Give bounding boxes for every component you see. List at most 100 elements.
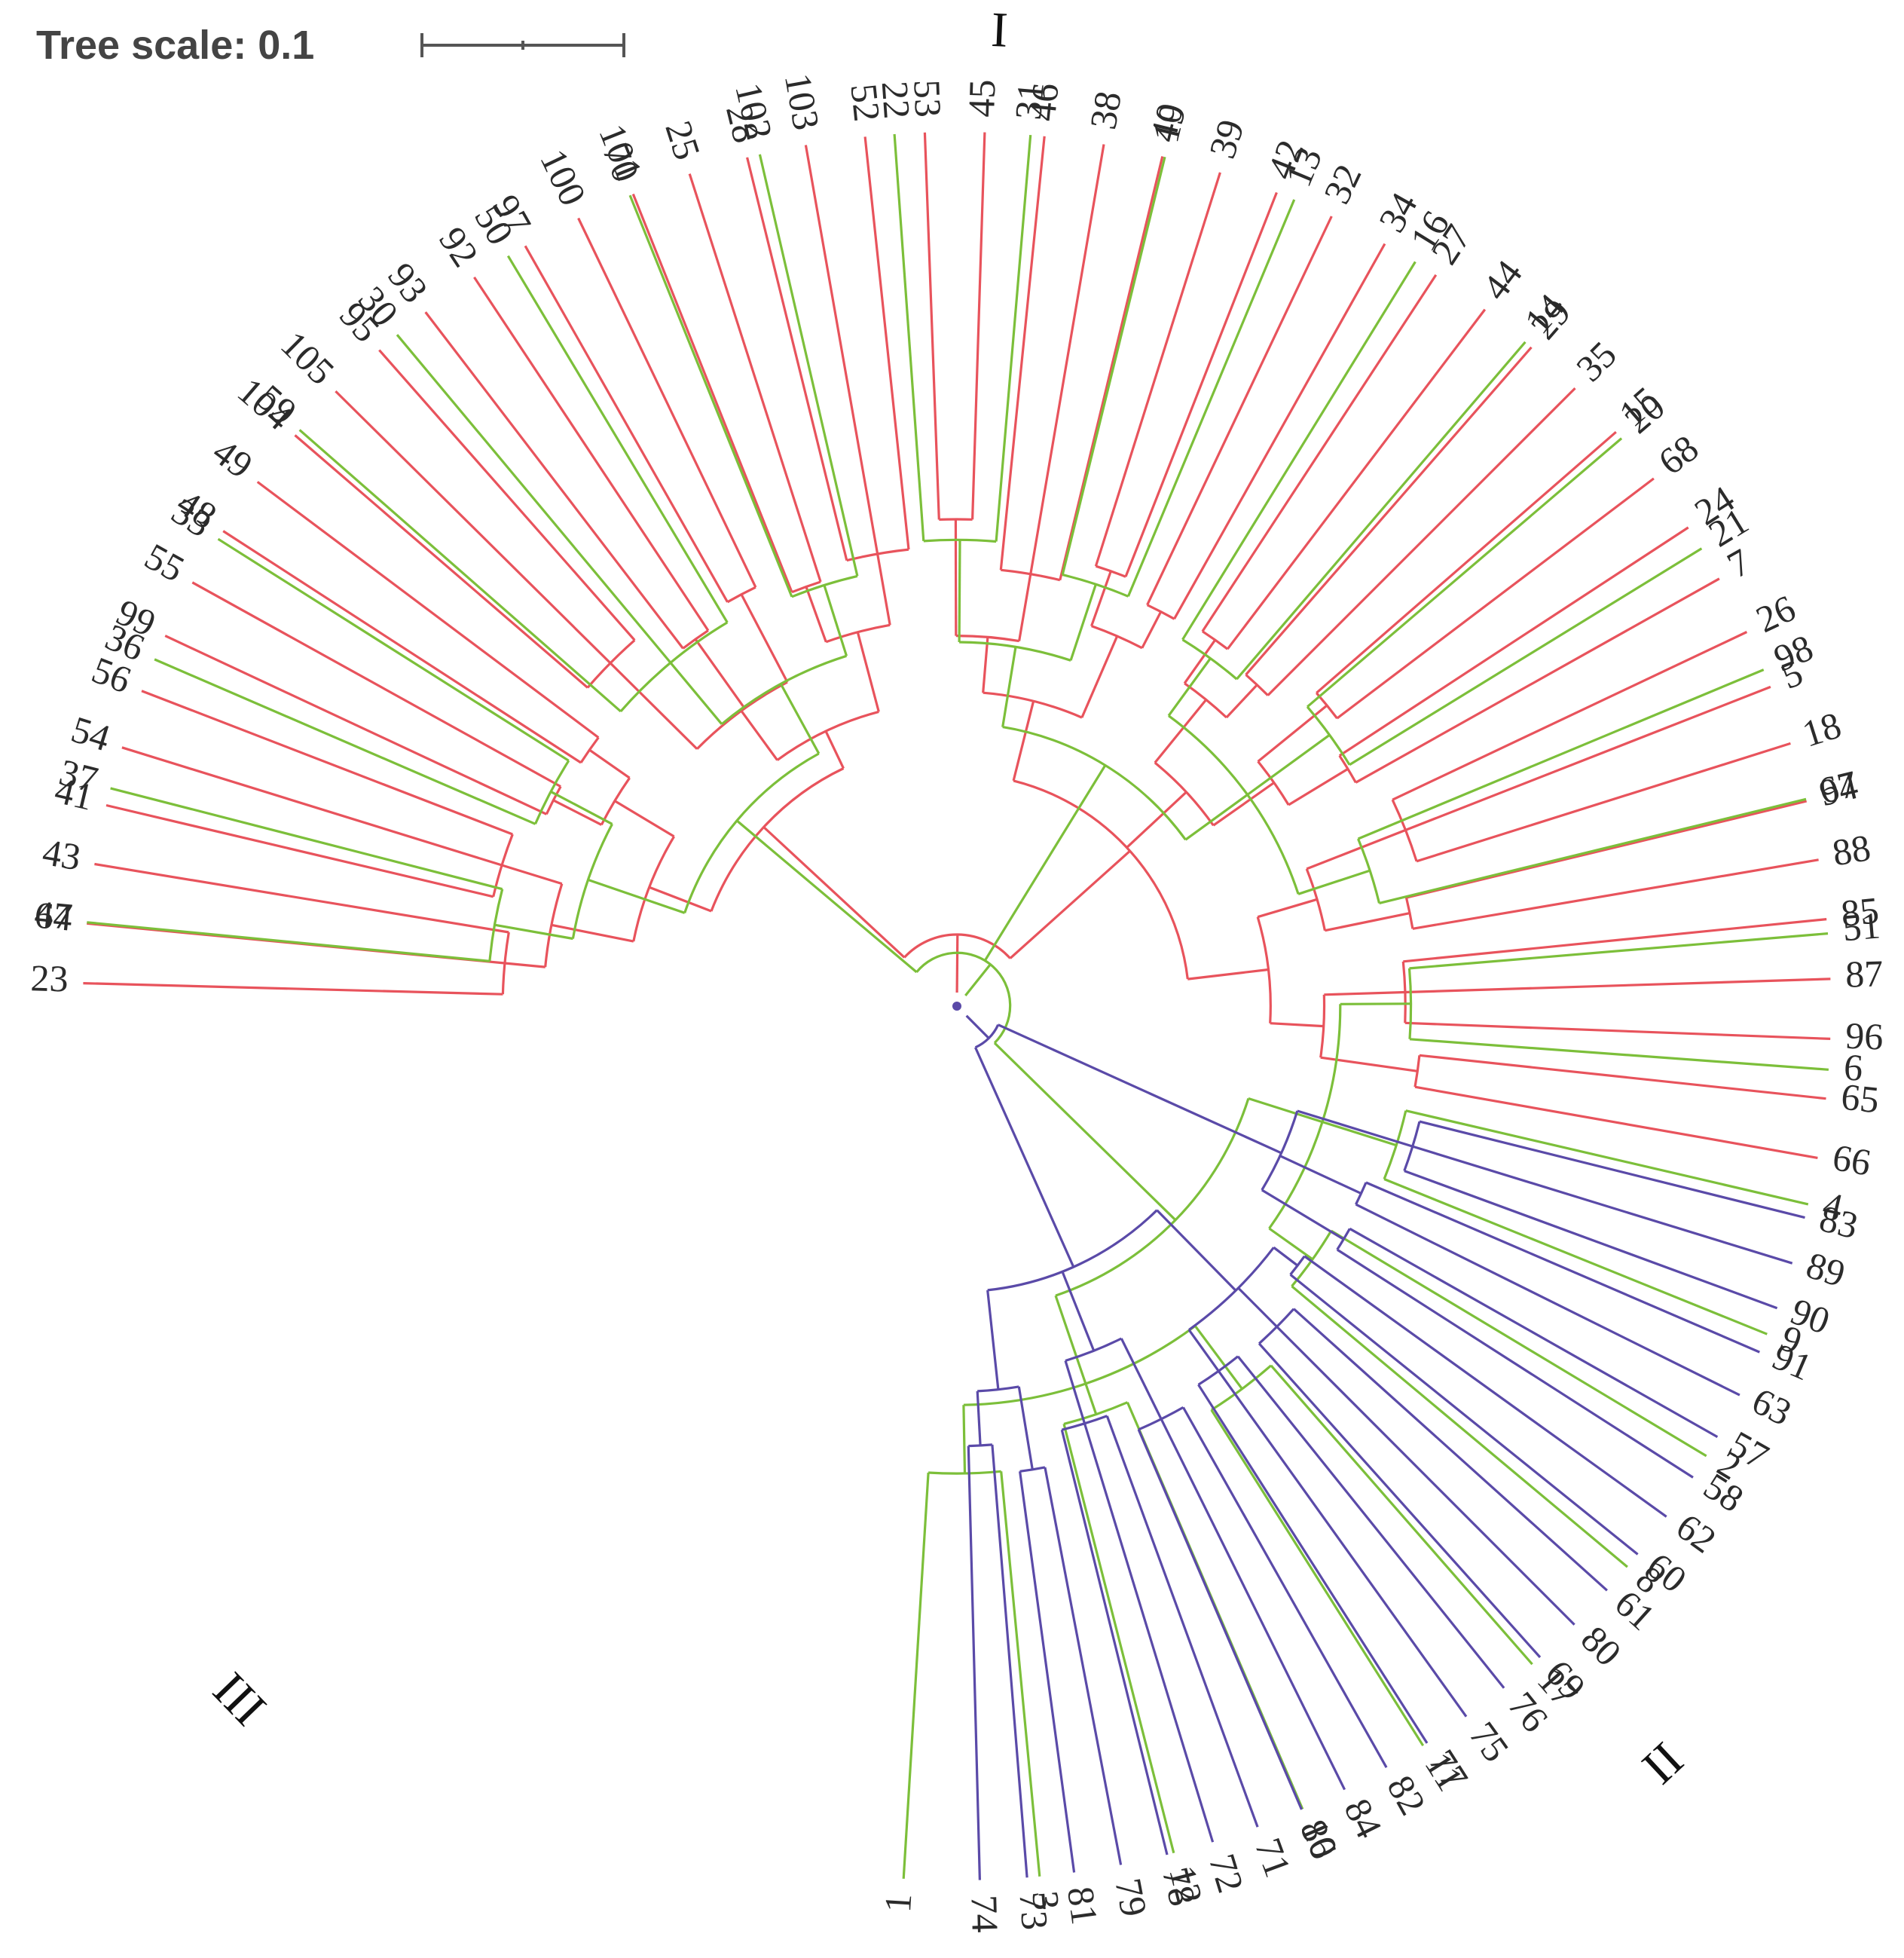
leaf-branch: [378, 349, 636, 641]
leaf-branch: [1404, 1170, 1778, 1310]
leaf-branch: [1412, 1145, 1793, 1265]
clade-0-internal-branch: [824, 730, 845, 769]
clade-0-internal-branch: [551, 923, 634, 943]
leaf-label: 91: [1767, 1335, 1818, 1388]
clade-0-internal-arc: [1305, 868, 1326, 932]
clade-0-internal-branch: [856, 632, 880, 712]
clade-1-internal-branch: [983, 764, 1107, 962]
leaf-branch: [1365, 1181, 1760, 1354]
clade-0-internal-branch: [740, 593, 789, 683]
clade-2-internal-branch: [1261, 1189, 1345, 1241]
clade-1-internal-arc: [683, 752, 820, 913]
leaf-branch: [1236, 1355, 1505, 1689]
leaf-branch: [1137, 1429, 1303, 1810]
leaf-label: 63: [1746, 1379, 1799, 1433]
clade-0-internal-branch: [588, 748, 631, 779]
clade-2-internal-arc: [1188, 1247, 1275, 1331]
clade-1-internal-branch: [779, 683, 821, 754]
leaf-branch: [110, 787, 503, 891]
leaf-label: 78: [1154, 1863, 1204, 1910]
clade-0-internal-arc: [903, 933, 1011, 959]
leaf-branch: [967, 1446, 981, 1880]
clade-1-internal-branch: [587, 878, 686, 914]
leaf-branch: [87, 921, 491, 962]
clade-1-internal-arc: [928, 1470, 1001, 1475]
clade-2-internal-branch: [1064, 1360, 1086, 1424]
leaf-label: 66: [1829, 1136, 1874, 1184]
leaf-label: 39: [1200, 115, 1252, 164]
leaf-branch: [1160, 1418, 1346, 1791]
leaf-branch: [1083, 1423, 1215, 1843]
clade-1-internal-branch: [962, 1405, 967, 1474]
leaf-branch: [1355, 1203, 1740, 1397]
leaf-label: 44: [1474, 252, 1530, 308]
clade-2-internal-arc: [1355, 1182, 1368, 1205]
clade-0-internal-branch: [694, 638, 746, 709]
clade-1-internal-branch: [669, 662, 723, 725]
leaf-label: 89: [1802, 1244, 1850, 1295]
clade-0-internal-arc: [983, 691, 1083, 719]
clade-0-internal-arc: [1256, 916, 1272, 1023]
clade-label-2: II: [1632, 1732, 1694, 1794]
clade-0-internal-branch: [1090, 571, 1112, 627]
leaf-branch: [473, 277, 710, 632]
leaf-branch: [1405, 1109, 1809, 1206]
clade-1-internal-branch: [1167, 657, 1212, 717]
leaf-branch: [1029, 144, 1105, 574]
clade-1-internal-arc: [571, 823, 613, 939]
leaf-branch: [191, 581, 561, 788]
leaf-branch: [991, 1444, 1028, 1878]
leaf-label: 96: [1844, 1014, 1884, 1058]
leaf-branch: [121, 746, 503, 867]
clade-0-internal-arc: [586, 639, 636, 689]
clade-0-internal-arc: [1091, 625, 1143, 650]
clade-1-internal-branch: [1069, 583, 1097, 661]
clade-0-internal-arc: [1154, 761, 1215, 827]
clade-0-internal-arc: [1184, 682, 1227, 719]
leaf-branch: [1267, 387, 1576, 696]
leaf-branch: [1217, 1370, 1468, 1718]
clade-2-internal-branch: [1237, 1286, 1278, 1328]
clade-1-internal-arc: [1002, 726, 1187, 841]
clade-1-internal-arc: [1181, 638, 1238, 681]
clade-0-internal-arc: [501, 932, 510, 995]
clade-1-internal-branch: [494, 923, 573, 941]
clade-0-internal-branch: [1018, 574, 1032, 641]
leaf-label: 19: [1144, 99, 1193, 146]
clade-1-stem: [964, 964, 992, 996]
leaf-label: 64: [32, 893, 74, 938]
clade-1-internal-arc: [488, 889, 504, 962]
clade-0-internal-arc: [1146, 604, 1175, 620]
leaf-branch: [1197, 1384, 1429, 1744]
leaf-branch: [1355, 577, 1720, 784]
clade-1-internal-arc: [1063, 1401, 1129, 1425]
leaf-branch: [902, 1472, 930, 1879]
clade-0-internal-arc: [776, 710, 879, 761]
clade-0-internal-branch: [1141, 610, 1163, 649]
leaf-label: 86: [1292, 1813, 1346, 1865]
clade-0-internal-branch: [1080, 635, 1119, 718]
clade-0-internal-arc: [492, 834, 514, 898]
leaf-branch: [1094, 172, 1221, 567]
clade-0-internal-arc: [1401, 961, 1407, 1023]
leaf-label: 45: [960, 79, 1004, 118]
leaf-branch: [971, 132, 986, 520]
clade-0-internal-branch: [1257, 704, 1328, 763]
clade-2-stem: [965, 1014, 990, 1039]
clade-0-internal-branch: [501, 864, 563, 886]
leaf-label: 55: [138, 535, 191, 590]
leaf-branch: [1336, 477, 1655, 720]
clade-1-internal-arc: [915, 951, 1012, 1045]
tree-root: [952, 1002, 961, 1011]
clade-0-internal-branch: [1306, 828, 1407, 870]
leaf-label: 51: [1841, 904, 1881, 949]
clade-0-internal-arc: [1095, 564, 1126, 578]
leaf-branch: [506, 255, 729, 623]
clade-2-internal-arc: [1261, 1110, 1299, 1191]
leaf-branch: [688, 173, 822, 583]
clade-1-internal-arc: [1306, 705, 1351, 766]
leaf-branch: [1258, 1342, 1542, 1659]
clade-2-internal-arc: [974, 1024, 1000, 1049]
leaf-branch: [1404, 977, 1831, 994]
leaf-label: 43: [40, 831, 84, 878]
